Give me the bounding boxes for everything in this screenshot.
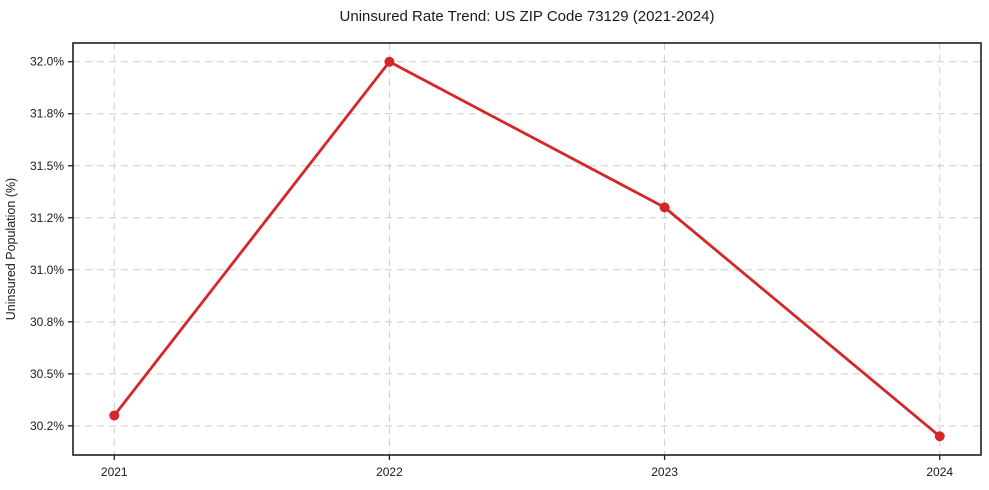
x-tick-label: 2023 [651,465,678,479]
y-tick-label: 31.0% [30,263,64,277]
y-tick-label: 30.5% [30,367,64,381]
y-tick-label: 31.5% [30,159,64,173]
y-tick-label: 31.2% [30,211,64,225]
plot-border [72,42,982,456]
x-tick-label: 2022 [376,465,403,479]
y-tick-label: 31.8% [30,107,64,121]
x-tick-label: 2021 [101,465,128,479]
chart-title: Uninsured Rate Trend: US ZIP Code 73129 … [340,8,715,25]
data-point [109,410,120,421]
gridlines [73,43,981,455]
axis-ticks [68,61,941,460]
data-series [109,56,945,442]
y-axis-label: Uninsured Population (%) [4,178,18,320]
data-point [384,56,395,67]
data-point [934,431,945,442]
trend-line [112,60,942,438]
y-tick-label: 30.8% [30,315,64,329]
x-tick-label: 2024 [926,465,953,479]
y-tick-label: 32.0% [30,55,64,69]
axis-tick-labels: 30.2% 30.5% 30.8% 31.0% 31.2% 31.5% 31.8% 32.0%… [30,55,953,479]
data-point [659,202,670,213]
y-tick-label: 30.2% [30,419,64,433]
